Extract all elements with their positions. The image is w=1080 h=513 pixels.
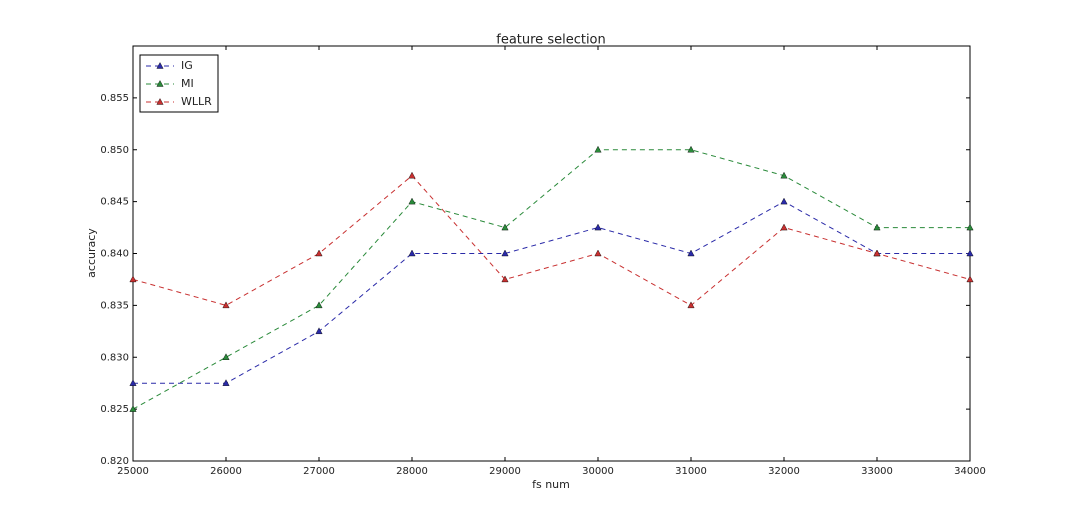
legend-label: IG	[181, 59, 193, 72]
point-marker	[873, 223, 881, 231]
point-marker	[501, 223, 509, 231]
legend-label: MI	[181, 77, 194, 90]
point-marker	[966, 223, 974, 231]
point-marker	[315, 301, 323, 309]
legend-marker	[156, 98, 164, 105]
y-tick-label: 0.855	[100, 93, 129, 104]
x-tick-label: 27000	[303, 466, 335, 477]
point-marker	[780, 223, 788, 231]
series-line	[132, 149, 970, 410]
series-line	[133, 201, 970, 384]
point-marker	[129, 405, 137, 412]
legend-marker	[156, 80, 164, 87]
point-marker	[966, 275, 974, 283]
x-axis-label: fs num	[532, 478, 570, 491]
point-marker	[687, 301, 695, 309]
x-tick-label: 26000	[210, 466, 242, 477]
y-tick-label: 0.845	[100, 197, 129, 208]
point-marker	[501, 249, 509, 257]
legend-box	[139, 54, 219, 113]
point-marker	[873, 249, 881, 257]
y-tick-label: 0.840	[100, 249, 129, 260]
y-tick-label: 0.825	[100, 404, 129, 415]
y-tick-label: 0.850	[100, 145, 129, 156]
x-tick-label: 30000	[582, 466, 614, 477]
legend-label: WLLR	[181, 95, 212, 108]
point-marker	[408, 197, 416, 205]
point-marker	[594, 249, 602, 257]
y-tick-label: 0.835	[100, 300, 129, 311]
plot-frame	[132, 45, 971, 462]
point-marker	[594, 145, 602, 153]
y-axis-label: accuracy	[85, 228, 98, 278]
chart-title: feature selection	[496, 33, 606, 48]
x-tick-label: 25000	[117, 466, 149, 477]
point-marker	[501, 275, 509, 283]
x-tick-label: 34000	[954, 466, 986, 477]
point-marker	[222, 353, 230, 360]
point-marker	[966, 249, 974, 257]
point-marker	[780, 171, 788, 179]
x-tick-label: 32000	[768, 466, 800, 477]
y-tick-label: 0.830	[100, 352, 129, 363]
x-tick-label: 29000	[489, 466, 521, 477]
point-marker	[129, 275, 137, 283]
point-marker	[780, 197, 788, 205]
y-tick-label: 0.820	[100, 456, 129, 467]
point-marker	[408, 171, 416, 179]
point-marker	[594, 223, 602, 231]
point-marker	[687, 145, 695, 153]
legend-marker	[156, 62, 164, 69]
point-marker	[222, 379, 230, 386]
point-marker	[222, 301, 230, 309]
point-marker	[315, 249, 323, 257]
point-marker	[315, 327, 323, 335]
point-marker	[129, 379, 137, 386]
x-tick-label: 28000	[396, 466, 428, 477]
point-marker	[687, 249, 695, 257]
x-tick-label: 31000	[675, 466, 707, 477]
point-marker	[408, 249, 416, 257]
x-tick-label: 33000	[861, 466, 893, 477]
